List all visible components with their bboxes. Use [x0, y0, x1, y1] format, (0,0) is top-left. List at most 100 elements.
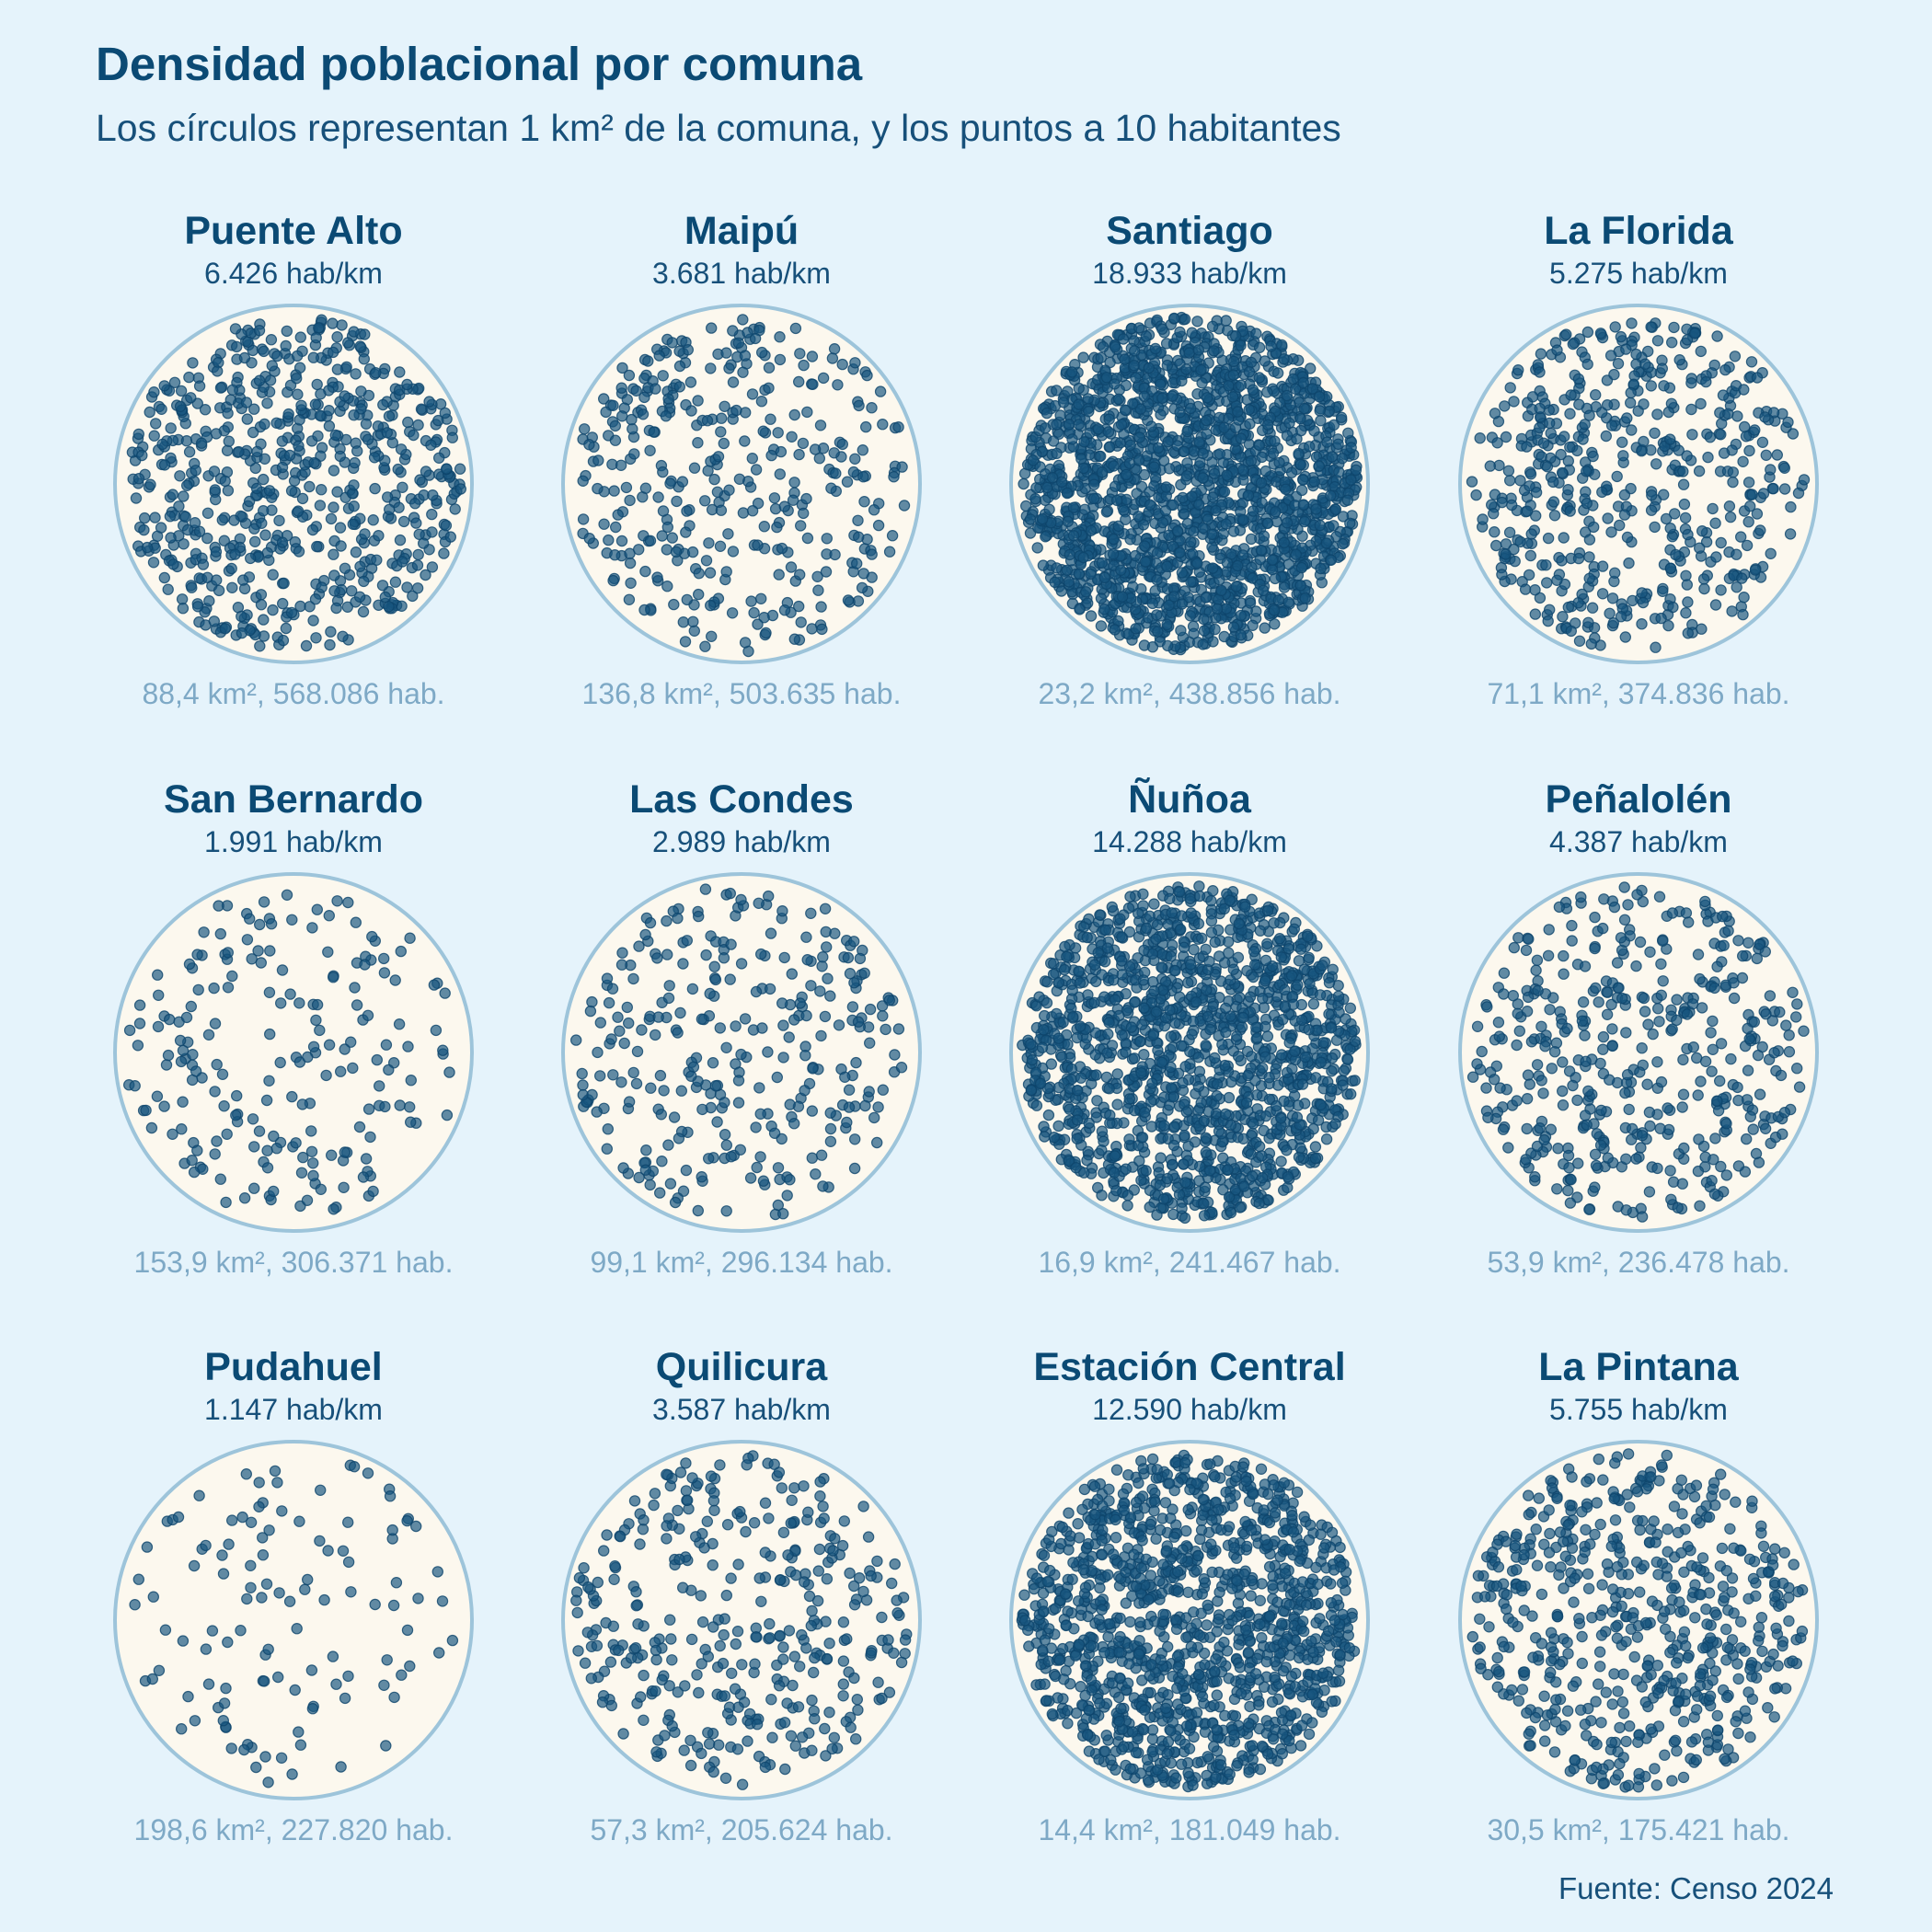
population-dot — [259, 453, 270, 465]
population-dot — [376, 580, 389, 592]
population-dot — [258, 614, 270, 626]
population-dot — [292, 505, 305, 517]
population-dot — [1521, 441, 1533, 453]
population-dot — [313, 322, 325, 334]
population-dot — [1123, 1133, 1135, 1145]
population-dot — [847, 466, 860, 478]
population-dot — [1201, 414, 1213, 427]
population-dot — [1243, 404, 1255, 416]
population-dot — [195, 437, 208, 449]
population-dot — [348, 409, 360, 421]
population-dot — [1112, 520, 1124, 533]
comuna-density-label: 6.426 hab/km — [204, 257, 383, 290]
population-dot — [605, 1033, 617, 1045]
population-dot — [813, 453, 826, 465]
population-dot — [229, 323, 242, 335]
population-dot — [654, 1187, 666, 1199]
population-dot — [765, 413, 776, 425]
population-dot — [218, 535, 230, 546]
population-dot — [789, 322, 802, 335]
population-dot — [336, 319, 348, 331]
population-dot — [1602, 512, 1614, 524]
population-dot — [615, 459, 627, 471]
population-dot — [1269, 435, 1281, 447]
population-dot — [1297, 499, 1310, 511]
population-dot — [221, 1128, 233, 1141]
population-dot — [633, 940, 645, 952]
population-dot — [444, 531, 456, 543]
population-dot — [218, 1099, 230, 1112]
population-dot — [1193, 436, 1205, 448]
population-dot — [1175, 625, 1187, 637]
population-dot — [821, 941, 833, 953]
comuna-area-population-label: 71,1 km², 374.836 hab. — [1487, 677, 1789, 710]
population-dot — [1273, 933, 1286, 945]
population-dot — [1184, 610, 1197, 622]
population-dot — [310, 632, 322, 644]
population-dot — [612, 509, 624, 521]
population-dot — [1152, 626, 1164, 638]
population-dot — [208, 466, 221, 477]
population-dot — [1707, 502, 1719, 515]
population-dot — [846, 1001, 859, 1013]
population-dot — [645, 1082, 657, 1094]
population-dot — [1036, 512, 1049, 525]
population-dot — [739, 637, 752, 649]
population-dot — [1183, 347, 1195, 359]
population-dot — [685, 1070, 697, 1083]
population-dot — [201, 507, 214, 520]
population-dot — [362, 433, 374, 445]
population-dot — [623, 1096, 636, 1108]
population-dot — [355, 385, 367, 397]
population-dot — [826, 352, 839, 364]
population-dot — [1710, 551, 1722, 563]
population-dot — [1314, 519, 1327, 532]
population-dot — [1119, 353, 1131, 365]
population-dot — [1573, 398, 1585, 410]
population-dot — [1064, 548, 1076, 561]
population-dot — [1161, 618, 1173, 631]
population-dot — [1612, 358, 1625, 370]
population-dot — [1743, 500, 1756, 512]
population-dot — [274, 1056, 286, 1069]
population-dot — [1167, 939, 1179, 951]
population-dot — [226, 970, 238, 983]
population-dot — [155, 522, 167, 534]
population-dot — [190, 1065, 202, 1077]
population-dot — [1656, 362, 1669, 374]
population-dot — [1646, 489, 1658, 501]
population-dot — [1247, 505, 1259, 517]
population-dot — [1235, 339, 1247, 351]
population-dot — [1078, 503, 1091, 516]
population-dot — [214, 1173, 226, 1185]
population-dot — [1111, 1098, 1123, 1110]
population-dot — [1742, 516, 1754, 528]
population-dot — [1626, 317, 1638, 329]
population-dot — [1344, 1002, 1357, 1015]
population-dot — [1130, 372, 1142, 384]
population-dot — [1096, 557, 1109, 569]
population-dot — [347, 518, 359, 531]
population-dot — [277, 634, 290, 647]
population-dot — [438, 547, 450, 559]
population-dot — [836, 358, 848, 371]
population-dot — [688, 625, 701, 638]
population-dot — [277, 597, 289, 610]
population-dot — [1223, 380, 1235, 392]
population-dot — [1140, 330, 1153, 342]
population-dot — [211, 1058, 223, 1071]
population-dot — [307, 1157, 319, 1169]
population-dot — [428, 979, 441, 991]
population-dot — [848, 976, 860, 989]
population-dot — [1295, 561, 1308, 574]
population-dot — [191, 601, 204, 613]
population-dot — [1197, 472, 1209, 484]
population-dot — [1197, 638, 1209, 650]
population-dot — [824, 1122, 837, 1135]
population-dot — [638, 391, 650, 404]
population-dot — [1178, 445, 1190, 457]
population-dot — [1323, 1007, 1335, 1020]
population-dot — [1201, 984, 1213, 996]
population-dot — [781, 1190, 793, 1202]
population-dot — [1295, 484, 1308, 497]
